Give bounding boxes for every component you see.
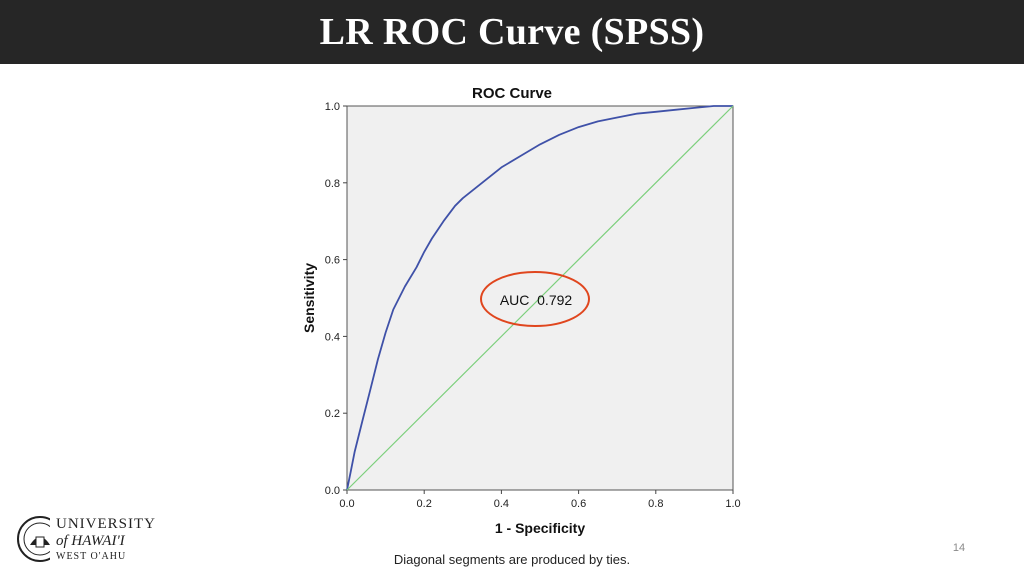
title-bar: LR ROC Curve (SPSS) — [0, 0, 1024, 64]
page-number: 14 — [952, 542, 966, 554]
roc-curve-line — [346, 105, 733, 491]
slide-title: LR ROC Curve (SPSS) — [319, 11, 705, 53]
y-tick-label: 1.0 — [325, 101, 340, 113]
x-tick-label: 0.4 — [494, 498, 509, 510]
y-tick-label: 0.6 — [325, 255, 340, 267]
x-tick-label: 0.0 — [339, 498, 354, 510]
logo-line-2: of HAWAI'I — [56, 532, 125, 549]
chart-title: ROC Curve — [472, 85, 552, 102]
x-tick-label: 0.6 — [571, 498, 586, 510]
x-axis-label: 1 - Specificity — [495, 520, 585, 536]
x-tick-label: 0.2 — [417, 498, 432, 510]
university-logo: UNIVERSITY of HAWAI'I WEST O'AHU — [16, 514, 156, 564]
x-tick-label: 1.0 — [725, 498, 740, 510]
logo-line-1: UNIVERSITY — [56, 515, 156, 532]
y-tick-label: 0.8 — [325, 178, 340, 190]
auc-highlight-ellipse — [480, 271, 590, 327]
seal-icon — [17, 516, 50, 562]
logo-line-3: WEST O'AHU — [56, 550, 127, 562]
y-tick-label: 0.2 — [325, 408, 340, 420]
y-tick-label: 0.4 — [325, 331, 340, 343]
reference-diagonal-line — [346, 105, 734, 491]
y-axis-label: Sensitivity — [301, 263, 317, 333]
y-tick-label: 0.0 — [325, 485, 340, 497]
x-tick-label: 0.8 — [648, 498, 663, 510]
auc-annotation: AUC 0.792 — [500, 292, 573, 308]
chart-footnote: Diagonal segments are produced by ties. — [394, 552, 630, 567]
